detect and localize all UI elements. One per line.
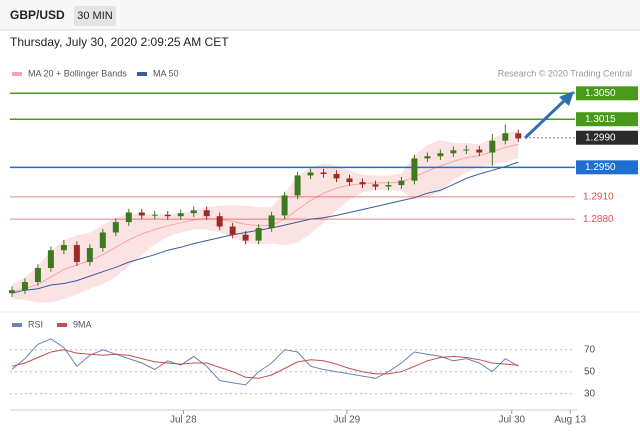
candle-body <box>372 184 379 187</box>
candle-body <box>307 172 314 176</box>
level-box <box>576 86 638 101</box>
legend-swatch <box>12 72 22 76</box>
legend-label: RSI <box>28 319 43 329</box>
level-box <box>576 160 638 175</box>
legend-swatch <box>12 323 22 327</box>
y-tick-label: 30 <box>584 388 596 399</box>
x-tick-label: Aug 13 <box>554 415 586 426</box>
candle-body <box>320 172 327 174</box>
candle-body <box>47 250 54 268</box>
x-tick-label: Jul 29 <box>334 415 361 426</box>
candle-body <box>333 173 340 179</box>
bollinger-band <box>11 131 519 303</box>
candle-body <box>60 245 67 251</box>
candle-body <box>8 290 15 294</box>
candle-body <box>255 228 262 241</box>
legend-swatch <box>57 323 67 327</box>
candle-body <box>177 213 184 217</box>
candle-body <box>359 182 366 185</box>
candle-body <box>203 210 210 217</box>
candle-body <box>489 140 496 153</box>
candle-body <box>398 180 405 186</box>
candle-body <box>385 185 392 187</box>
candle-body <box>268 215 275 229</box>
candle-body <box>190 210 197 214</box>
candle-body <box>411 158 418 181</box>
interval[interactable]: 30 MIN <box>77 10 113 22</box>
forecast-arrowhead <box>559 91 574 106</box>
candle-body <box>294 175 301 196</box>
level-label: 1.2950 <box>585 162 616 173</box>
legend-swatch <box>137 72 147 76</box>
candle-body <box>73 245 80 263</box>
x-tick-label: Jul 30 <box>498 415 525 426</box>
level-label: 1.2910 <box>583 192 614 203</box>
candle-body <box>437 153 444 157</box>
level-label: 1.3015 <box>585 114 616 125</box>
candle-body <box>216 216 223 227</box>
candle-body <box>112 222 119 233</box>
legend-label: MA 20 + Bollinger Bands <box>28 68 127 78</box>
timestamp: Thursday, July 30, 2020 2:09:25 AM CET <box>10 35 229 49</box>
candle-body <box>424 156 431 159</box>
credit: Research © 2020 Trading Central <box>498 68 632 78</box>
level-box <box>576 130 638 145</box>
y-tick-label: 50 <box>584 366 596 377</box>
candle-body <box>21 282 28 291</box>
candle-body <box>229 226 236 235</box>
forecast-arrow <box>523 97 568 140</box>
candle-body <box>502 133 509 141</box>
level-box <box>576 112 638 127</box>
legend-label: 9MA <box>73 319 92 329</box>
candle-body <box>515 133 522 139</box>
level-label: 1.2990 <box>585 132 616 143</box>
legend-label: MA 50 <box>153 68 179 78</box>
candle-body <box>281 195 288 216</box>
interval-tab[interactable] <box>74 6 116 26</box>
candle-body <box>151 214 158 216</box>
candle-body <box>463 149 470 151</box>
candle-body <box>450 150 457 154</box>
candle-body <box>99 232 106 249</box>
candle-body <box>34 267 41 283</box>
rsi-line <box>11 349 519 379</box>
candle-body <box>86 248 93 263</box>
symbol: GBP/USD <box>10 8 65 22</box>
level-label: 1.2880 <box>583 214 614 225</box>
candle-body <box>138 212 145 216</box>
x-tick-label: Jul 28 <box>170 415 197 426</box>
ma20-line <box>11 143 519 293</box>
y-tick-label: 70 <box>584 344 596 355</box>
candle-body <box>242 234 249 241</box>
ma50-line <box>11 161 519 294</box>
candle-body <box>164 214 171 217</box>
rsi-line <box>11 338 519 386</box>
candle-body <box>476 149 483 153</box>
candle-body <box>125 212 132 223</box>
level-label: 1.3050 <box>585 88 616 99</box>
candle-body <box>346 178 353 183</box>
